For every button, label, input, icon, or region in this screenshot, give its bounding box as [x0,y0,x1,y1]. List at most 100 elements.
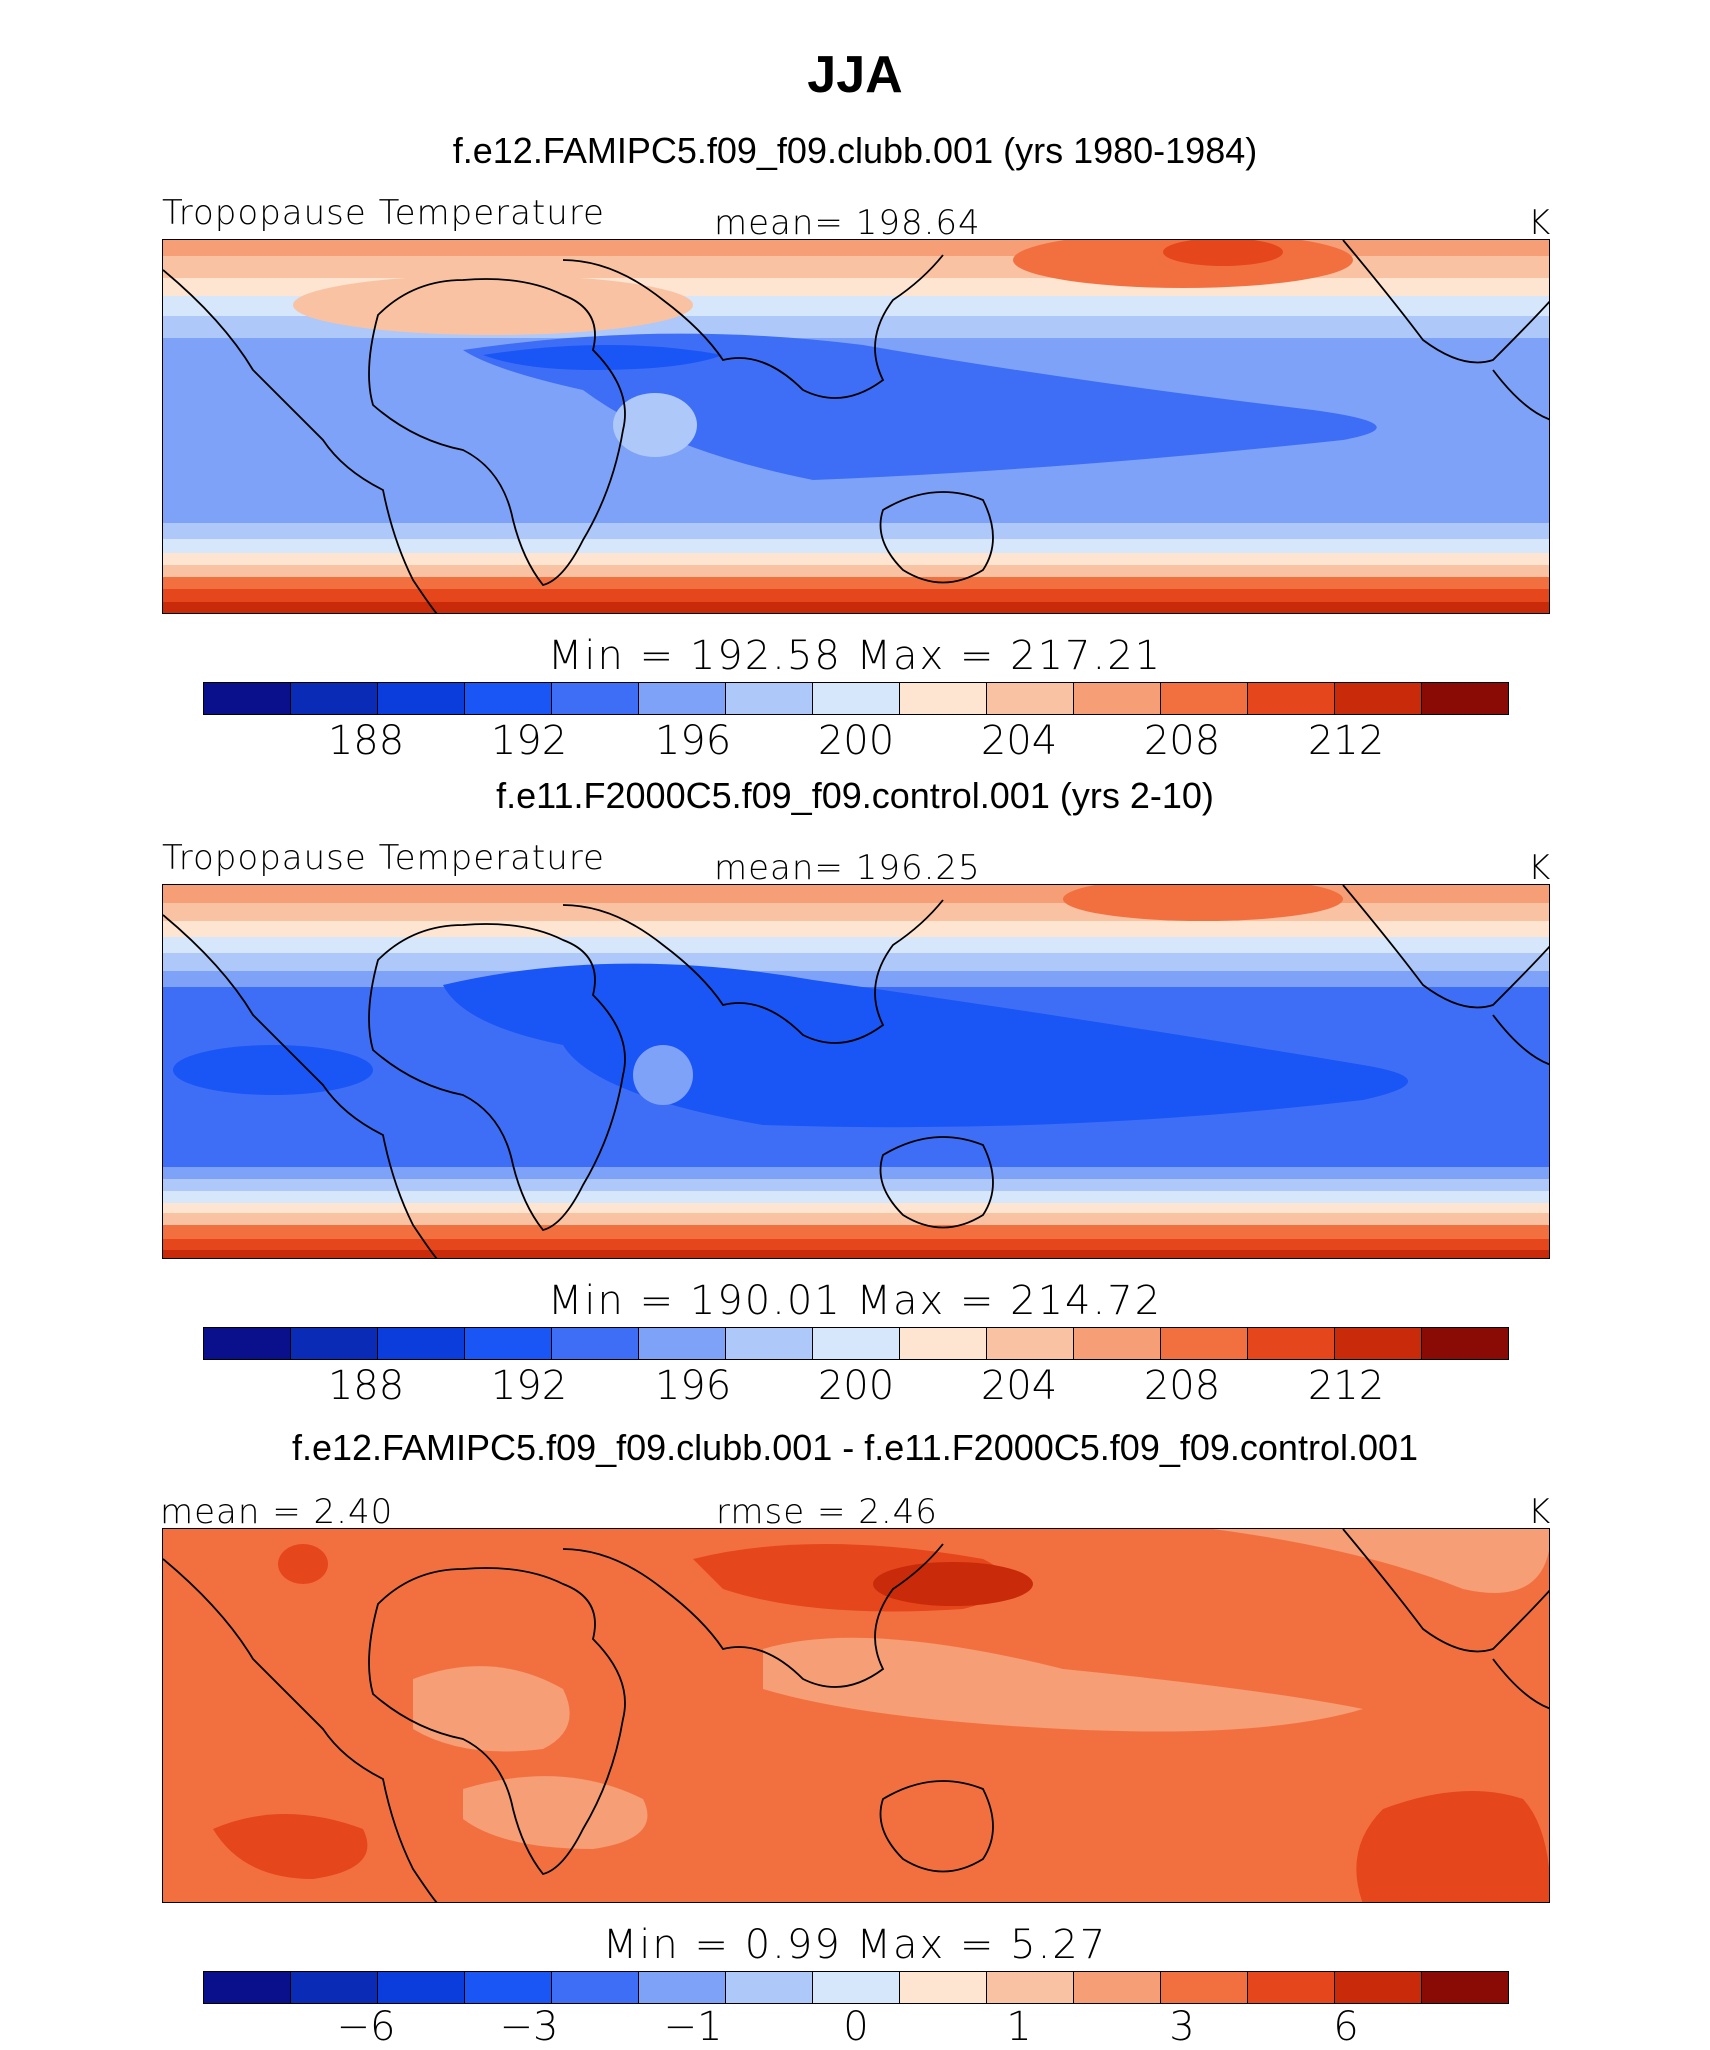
band-north-5 [163,953,1549,971]
coast-central-america [1492,1658,1549,1710]
colorbar-2-segment [900,1328,987,1359]
colorbar-3-segment [204,1972,291,2003]
colorbar-3-segment [465,1972,552,2003]
colorbar-1-segment [378,683,465,714]
panel-1-tick: 208 [1143,718,1221,764]
panel-2-tick: 200 [817,1363,895,1409]
panel-3-subtitle: f.e12.FAMIPC5.f09_f09.clubb.001 - f.e11.… [291,1427,1419,1468]
nh-warm-core [1063,885,1343,921]
panel-2-tick: 192 [490,1363,568,1409]
colorbar-2-segment [1248,1328,1335,1359]
panel-1-tick: 188 [327,718,405,764]
coast-africa [368,278,626,587]
colorbar-3-segment [1422,1972,1508,2003]
colorbar-2-segment [813,1328,900,1359]
coast-africa [368,1567,626,1876]
coast-central-america [1492,369,1549,421]
colorbar-1-segment [204,683,291,714]
coast-south-america [163,1558,438,1902]
panel-3-tick: −6 [336,2004,396,2050]
panel-2-tick: 204 [980,1363,1058,1409]
colorbar-2-segment [378,1328,465,1359]
colorbar-1-segment [291,683,378,714]
colorbar-3-segment [900,1972,987,2003]
diff-patch-africa [413,1666,570,1752]
band-south-1 [163,1167,1549,1179]
panel-3-colorbar [203,1971,1509,2004]
panel-1-tick: 196 [654,718,732,764]
panel-1-map [162,239,1550,614]
colorbar-3-segment [552,1972,639,2003]
coast-south-america [163,269,438,613]
band-south-5 [163,577,1549,589]
panel-3-tick: 1 [1006,2004,1032,2050]
coast-australia [879,1780,994,1873]
band-south-6 [163,1225,1549,1239]
band-south-3 [163,1191,1549,1203]
africa-warm-spot [613,393,697,457]
colorbar-1-segment [1422,683,1508,714]
panel-3-units: K [1528,1492,1552,1532]
panel-3-rmse-label: rmse = 2.46 [716,1492,938,1532]
coast-australia [879,491,994,584]
panel-3-tick: −1 [663,2004,723,2050]
colorbar-1-segment [639,683,726,714]
panel-2-units: K [1528,848,1552,888]
panel-1-left-label: Tropopause Temperature [162,193,605,233]
coast-eurasia [562,1543,944,1688]
diff-patch-spacific [1356,1791,1549,1902]
colorbar-1-segment [1161,683,1248,714]
colorbar-2-segment [1161,1328,1248,1359]
panel-3-tick: −3 [499,2004,559,2050]
coast-north-america [1342,1529,1549,1653]
colorbar-1-segment [1248,683,1335,714]
band-south-4 [163,1203,1549,1213]
panel-2-left-label: Tropopause Temperature [162,838,605,878]
colorbar-3-segment [726,1972,813,2003]
panel-2-subtitle: f.e11.F2000C5.f09_f09.control.001 (yrs 2… [496,775,1214,816]
panel-3-tick: 3 [1169,2004,1195,2050]
colorbar-3-segment [1074,1972,1161,2003]
band-south-2 [163,1179,1549,1191]
colorbar-2-segment [1422,1328,1508,1359]
panel-3-tick: 6 [1333,2004,1359,2050]
coastlines [163,240,1549,613]
panel-2-colorbar [203,1327,1509,1360]
atlantic-cold [173,1045,373,1095]
panel-2-mean-label: mean= 196.25 [714,848,981,888]
colorbar-1-segment [987,683,1074,714]
coast-north-america [1342,240,1549,364]
cold-pool-arabia [483,345,723,370]
colorbar-3-segment [1161,1972,1248,2003]
colorbar-3-segment [639,1972,726,2003]
panel-2-tick: 212 [1307,1363,1385,1409]
colorbar-2-segment [639,1328,726,1359]
figure-title: JJA [807,46,903,104]
colorbar-1-segment [726,683,813,714]
colorbar-1-segment [813,683,900,714]
colorbar-2-segment [726,1328,813,1359]
panel-1-tick: 204 [980,718,1058,764]
panel-1-tick: 200 [817,718,895,764]
diff-patch-satlantic [213,1814,368,1879]
panel-1-units: K [1528,203,1552,243]
band-north-6 [163,971,1549,987]
colorbar-3-segment [813,1972,900,2003]
colorbar-3-segment [1335,1972,1422,2003]
sh-warm-max [163,602,1549,613]
coast-australia [879,1136,994,1229]
africa-warm-spot [633,1045,693,1105]
sh-warm-max [163,1250,1549,1258]
panel-1-subtitle: f.e12.FAMIPC5.f09_f09.clubb.001 (yrs 198… [452,130,1258,171]
colorbar-3-segment [987,1972,1074,2003]
band-north-2 [163,903,1549,921]
panel-2-minmax: Min = 190.01 Max = 214.72 [547,1278,1163,1324]
colorbar-2-segment [987,1328,1074,1359]
coast-north-america [1342,885,1549,1009]
nh-warm-max [1163,240,1283,266]
band-south-5 [163,1213,1549,1225]
colorbar-2-segment [552,1328,639,1359]
colorbar-1-segment [1335,683,1422,714]
colorbar-1-segment [465,683,552,714]
panel-1-minmax: Min = 192.58 Max = 217.21 [547,633,1163,679]
